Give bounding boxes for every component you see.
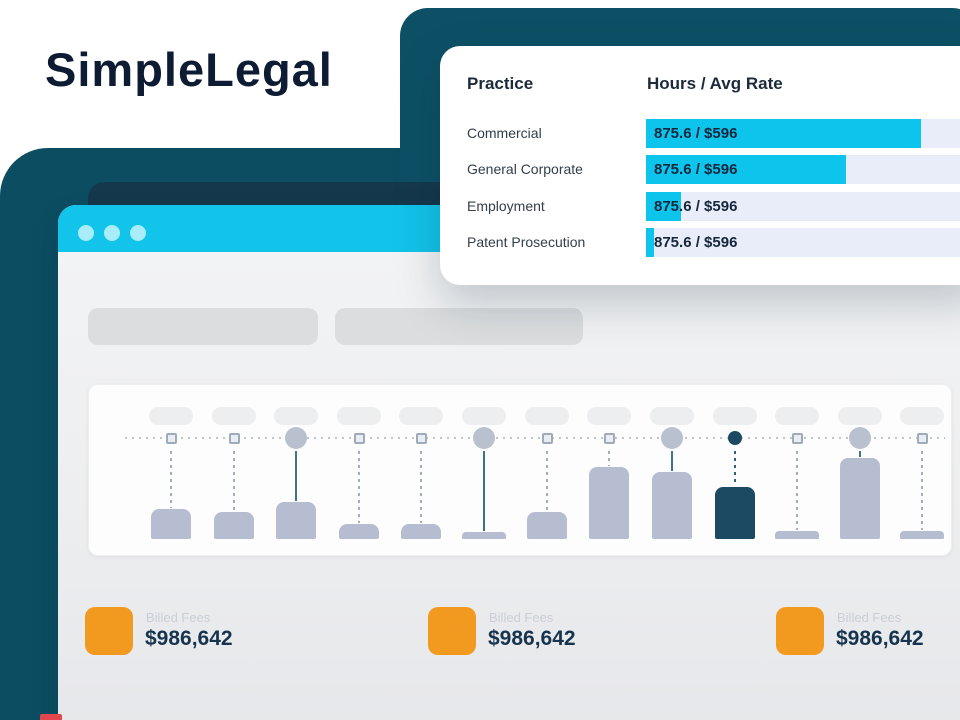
- timeline-node[interactable]: [285, 427, 307, 449]
- hours-bar-track: [646, 228, 960, 257]
- chart-bar[interactable]: [151, 509, 191, 539]
- stat-orange-square-icon: [428, 607, 476, 655]
- column-label-placeholder: [900, 407, 944, 425]
- timeline-node[interactable]: [415, 433, 427, 444]
- timeline-node[interactable]: [228, 433, 240, 444]
- stat-orange-square-icon: [85, 607, 133, 655]
- practice-label: Commercial: [467, 125, 542, 141]
- stat-label: Billed Fees: [837, 610, 902, 625]
- node-to-bar-connector: [859, 451, 861, 457]
- node-to-bar-connector: [295, 451, 297, 501]
- timeline-node[interactable]: [541, 433, 553, 444]
- column-header-practice: Practice: [467, 74, 534, 93]
- toolbar-placeholder-pill[interactable]: [335, 308, 583, 345]
- node-to-bar-connector: [671, 451, 673, 471]
- column-label-placeholder: [337, 407, 381, 425]
- hours-bar-fill: [646, 228, 655, 257]
- node-to-bar-connector: [546, 451, 548, 511]
- chart-axis-dotted-line: [125, 437, 945, 439]
- column-label-placeholder: [525, 407, 569, 425]
- timeline-node-highlighted[interactable]: [728, 431, 742, 445]
- hours-bar-track: [646, 155, 960, 184]
- hours-bar-fill: [646, 119, 921, 148]
- window-dot-icon[interactable]: [104, 225, 120, 241]
- chart-bar[interactable]: [652, 472, 692, 539]
- node-to-bar-connector: [420, 451, 422, 523]
- table-row: Patent Prosecution 875.6 / $596: [440, 228, 960, 257]
- node-to-bar-connector: [170, 451, 172, 508]
- hours-bar-track: [646, 119, 960, 148]
- timeline-node[interactable]: [661, 427, 683, 449]
- hours-rate-value: 875.6 / $596: [654, 125, 738, 142]
- chart-bar[interactable]: [775, 531, 819, 539]
- timeline-node[interactable]: [473, 427, 495, 449]
- practice-hours-card: Practice Hours / Avg Rate Commercial 875.…: [440, 46, 960, 285]
- timeline-node[interactable]: [916, 433, 928, 444]
- window-dot-icon[interactable]: [78, 225, 94, 241]
- timeline-node[interactable]: [353, 433, 365, 444]
- chart-bar[interactable]: [527, 512, 567, 539]
- column-label-placeholder: [775, 407, 819, 425]
- table-row: General Corporate 875.6 / $596: [440, 155, 960, 184]
- column-label-placeholder: [149, 407, 193, 425]
- node-to-bar-connector: [483, 451, 485, 531]
- column-label-placeholder: [713, 407, 757, 425]
- node-to-bar-connector: [233, 451, 235, 511]
- node-to-bar-connector: [358, 451, 360, 523]
- timeline-chart-card: [88, 384, 952, 556]
- column-label-placeholder: [212, 407, 256, 425]
- stat-orange-square-icon: [776, 607, 824, 655]
- stat-label: Billed Fees: [146, 610, 211, 625]
- toolbar-placeholder-pill[interactable]: [88, 308, 318, 345]
- chart-bar[interactable]: [214, 512, 254, 539]
- hours-rate-value: 875.6 / $596: [654, 234, 738, 251]
- column-label-placeholder: [838, 407, 882, 425]
- hours-rate-value: 875.6 / $596: [654, 198, 738, 215]
- column-label-placeholder: [650, 407, 694, 425]
- chart-bar[interactable]: [401, 524, 441, 539]
- window-dot-icon[interactable]: [130, 225, 146, 241]
- timeline-node[interactable]: [849, 427, 871, 449]
- practice-label: General Corporate: [467, 161, 583, 177]
- table-row: Commercial 875.6 / $596: [440, 119, 960, 148]
- chart-bar[interactable]: [339, 524, 379, 539]
- node-to-bar-connector: [796, 451, 798, 530]
- column-label-placeholder: [587, 407, 631, 425]
- chart-bar[interactable]: [900, 531, 944, 539]
- stat-label: Billed Fees: [489, 610, 554, 625]
- practice-label: Employment: [467, 198, 545, 214]
- stat-value: $986,642: [145, 627, 233, 650]
- timeline-node[interactable]: [165, 433, 177, 444]
- timeline-node[interactable]: [791, 433, 803, 444]
- timeline-node[interactable]: [603, 433, 615, 444]
- hours-bar-track: [646, 192, 960, 221]
- stat-value: $986,642: [488, 627, 576, 650]
- node-to-bar-connector: [608, 451, 610, 466]
- logo-wordmark: SimpleLegal: [45, 43, 333, 96]
- cut-off-red-element: [40, 714, 62, 720]
- chart-bar[interactable]: [840, 458, 880, 539]
- stat-value: $986,642: [836, 627, 924, 650]
- column-label-placeholder: [399, 407, 443, 425]
- column-label-placeholder: [274, 407, 318, 425]
- chart-bar[interactable]: [589, 467, 629, 539]
- chart-bar[interactable]: [462, 532, 506, 539]
- hours-bar-fill: [646, 192, 682, 221]
- hours-rate-value: 875.6 / $596: [654, 161, 738, 178]
- column-header-hours-avg-rate: Hours / Avg Rate: [647, 74, 783, 93]
- hours-bar-fill: [646, 155, 846, 184]
- chart-bar[interactable]: [276, 502, 316, 539]
- table-row: Employment 875.6 / $596: [440, 192, 960, 221]
- column-label-placeholder: [462, 407, 506, 425]
- node-to-bar-connector: [921, 451, 923, 530]
- practice-label: Patent Prosecution: [467, 234, 586, 250]
- chart-bar-highlighted[interactable]: [715, 487, 755, 539]
- node-to-bar-connector: [734, 451, 736, 486]
